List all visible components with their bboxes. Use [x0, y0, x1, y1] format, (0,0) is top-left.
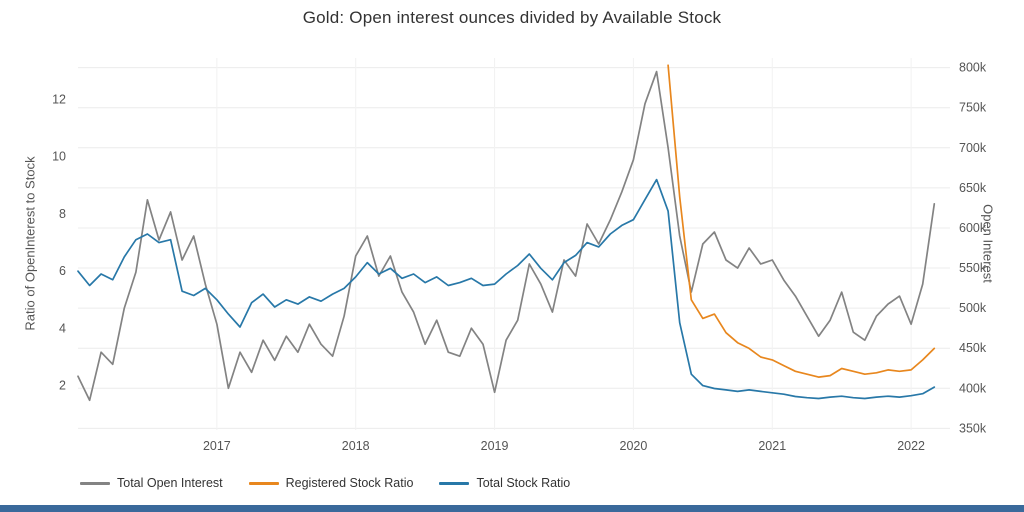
left-tick-label: 10 [52, 150, 66, 164]
right-tick-label: 650k [959, 181, 987, 195]
legend-label: Total Open Interest [117, 476, 223, 490]
right-tick-label: 500k [959, 301, 987, 315]
left-tick-label: 2 [59, 379, 66, 393]
right-axis-title: Open Interest [980, 204, 996, 283]
legend-swatch-gray [80, 481, 110, 485]
right-tick-label: 700k [959, 141, 987, 155]
left-axis-title: Ratio of OpenInterest to Stock [22, 156, 38, 331]
legend-item-total-open-interest[interactable]: Total Open Interest [80, 476, 223, 490]
right-tick-label: 750k [959, 101, 987, 115]
left-tick-label: 6 [59, 264, 66, 278]
series-line-total-stock-ratio [77, 178, 936, 400]
series-line-registered-stock-ratio [667, 64, 936, 378]
right-tick-label: 600k [959, 221, 987, 235]
x-tick-label: 2018 [342, 439, 370, 453]
right-tick-label: 400k [959, 381, 987, 395]
chart-title: Gold: Open interest ounces divided by Av… [302, 8, 722, 27]
legend-item-total-stock-ratio[interactable]: Total Stock Ratio [439, 476, 570, 490]
x-tick-label: 2022 [897, 439, 925, 453]
x-tick-label: 2017 [203, 439, 231, 453]
legend-item-registered-stock-ratio[interactable]: Registered Stock Ratio [248, 476, 414, 490]
x-tick-label: 2019 [481, 439, 509, 453]
right-tick-label: 550k [959, 261, 987, 275]
left-tick-label: 8 [59, 207, 66, 221]
legend-label: Registered Stock Ratio [285, 476, 414, 490]
legend-swatch-blue [439, 481, 470, 485]
right-tick-label: 800k [959, 61, 987, 75]
series-line-total-open-interest [77, 70, 936, 402]
footer-accent-bar [0, 505, 1024, 512]
right-tick-label: 350k [959, 421, 987, 435]
x-tick-label: 2020 [620, 439, 648, 453]
legend-label: Total Stock Ratio [476, 476, 571, 490]
legend-swatch-orange [248, 481, 279, 485]
left-tick-label: 12 [52, 92, 66, 106]
legend: Total Open Interest Registered Stock Rat… [80, 476, 570, 490]
left-tick-label: 4 [59, 321, 66, 335]
right-tick-label: 450k [959, 341, 987, 355]
x-tick-label: 2021 [758, 439, 786, 453]
plot-area[interactable]: 350k 400k 450k 500k 550k 600k 650k 700k 750k 800k… [0, 0, 1024, 462]
